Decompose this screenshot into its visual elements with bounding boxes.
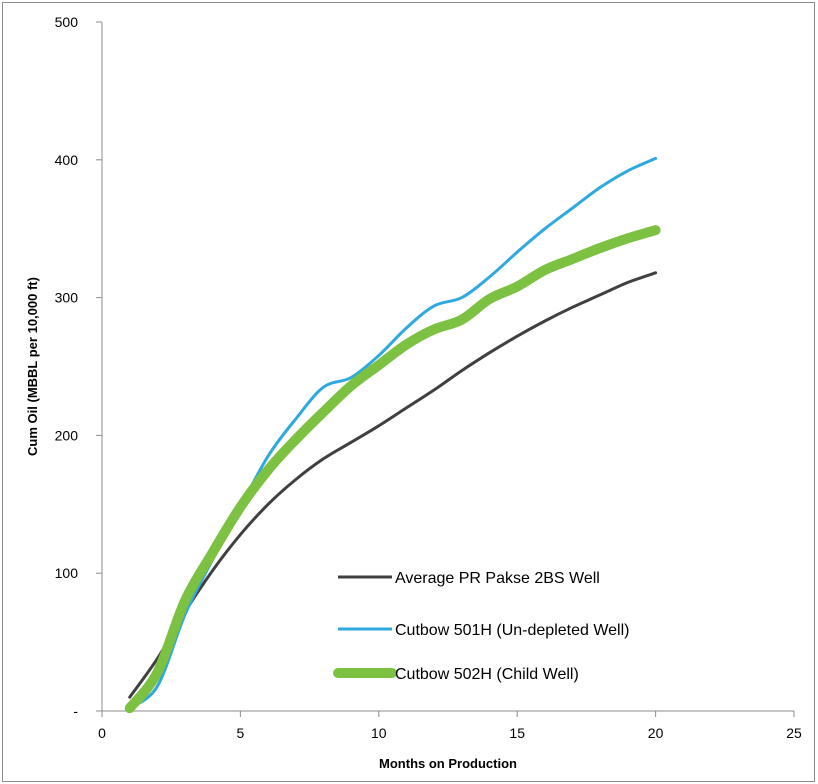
legend: Average PR Pakse 2BS Well Cutbow 501H (U… <box>333 570 629 683</box>
x-axis-ticks: 0 5 10 15 20 25 <box>98 711 802 741</box>
y-tick-label: 400 <box>55 152 79 168</box>
legend-label-cutbow-501h: Cutbow 501H (Un-depleted Well) <box>395 622 629 639</box>
x-tick-label: 20 <box>648 725 664 741</box>
y-tick-label: - <box>73 703 78 719</box>
axes <box>101 22 794 712</box>
x-axis-title: Months on Production <box>379 756 517 771</box>
y-tick-label: 200 <box>55 427 79 443</box>
y-tick-label: 300 <box>55 290 79 306</box>
x-tick-label: 5 <box>237 725 245 741</box>
x-tick-label: 15 <box>509 725 525 741</box>
series-line-cutbow-502h-child-well <box>124 225 661 714</box>
y-axis-title: Cum Oil (MBBL per 10,000 ft) <box>25 277 40 456</box>
y-tick-label: 100 <box>55 565 79 581</box>
y-axis-ticks: - 100 200 300 400 500 <box>55 14 102 719</box>
legend-label-cutbow-502h: Cutbow 502H (Child Well) <box>395 666 579 683</box>
x-tick-label: 10 <box>371 725 387 741</box>
y-tick-label: 500 <box>55 14 79 30</box>
series-layer <box>124 156 661 714</box>
x-tick-label: 25 <box>786 725 802 741</box>
x-tick-label: 0 <box>98 725 106 741</box>
legend-label-average-pr-pakse: Average PR Pakse 2BS Well <box>395 570 600 587</box>
series-line-average-pr-pakse-2bs-well <box>128 271 658 699</box>
